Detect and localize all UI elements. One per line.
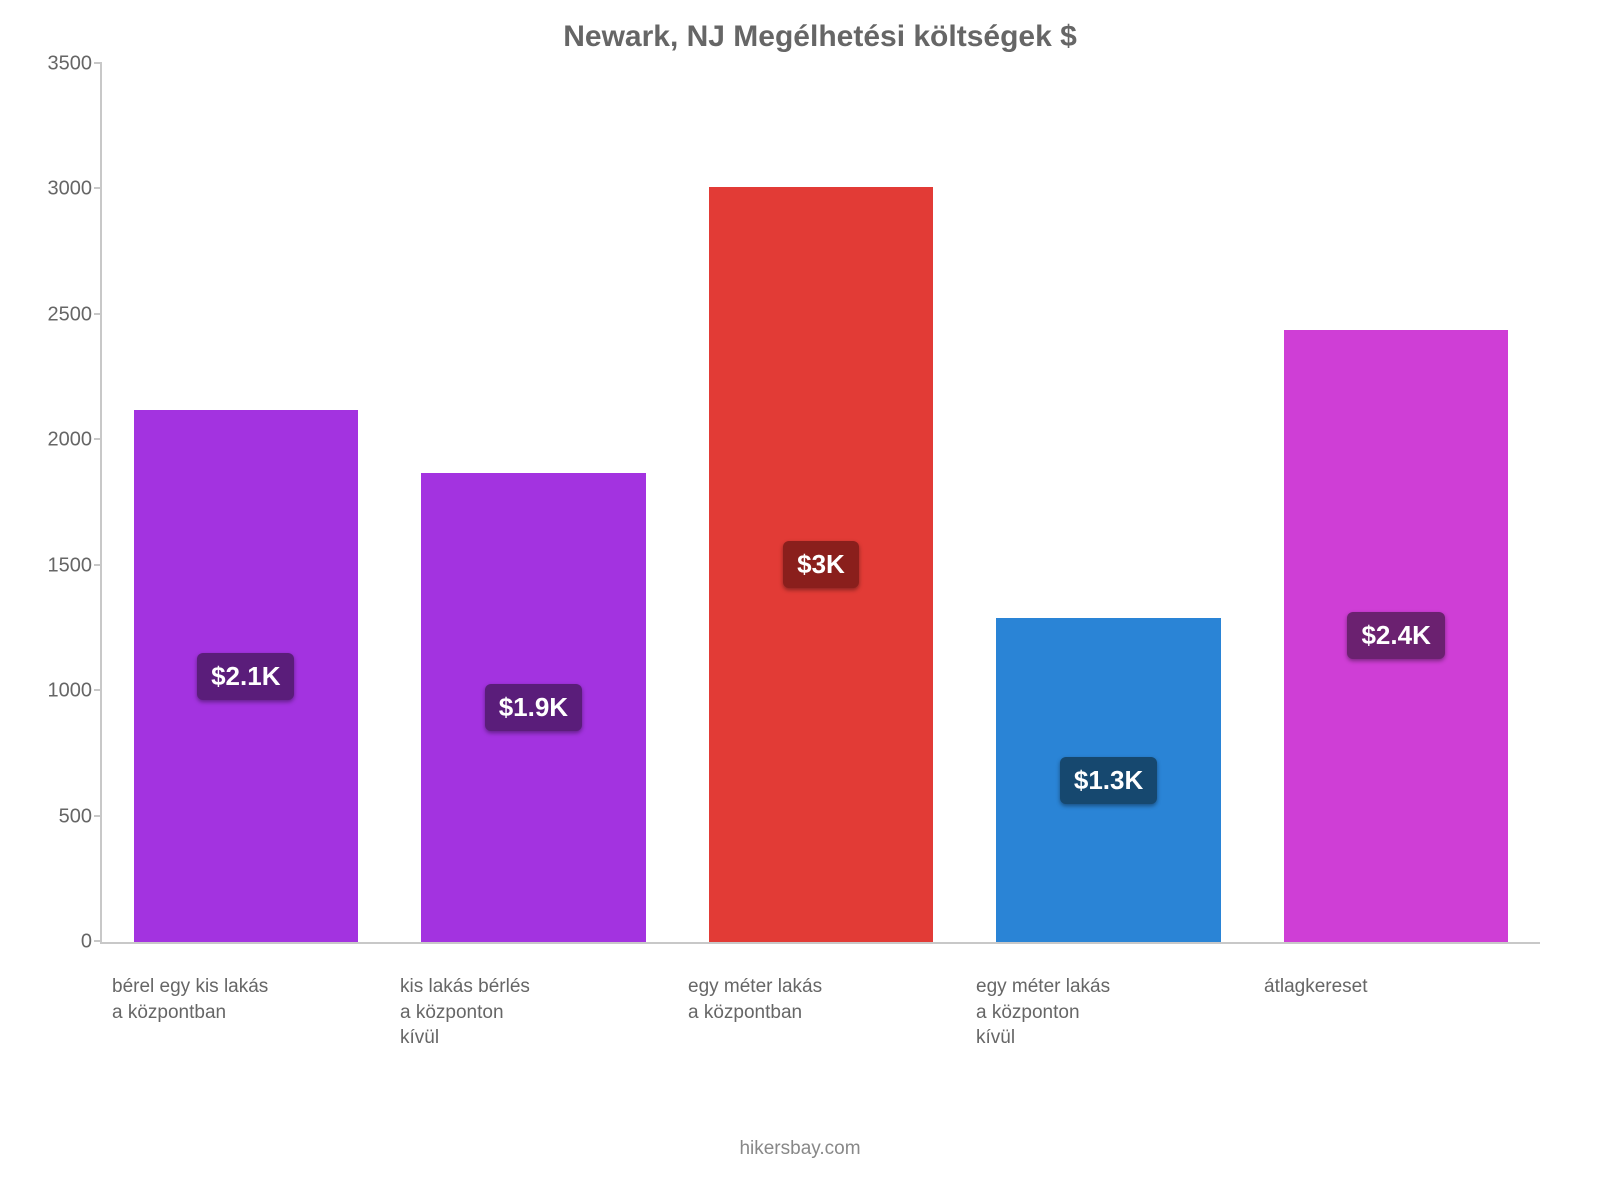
- y-tick-label: 2500: [42, 303, 92, 326]
- cost-of-living-chart: Newark, NJ Megélhetési költségek $ $2.1K…: [0, 0, 1600, 1200]
- x-axis-labels: bérel egy kis lakás a központbankis laká…: [100, 974, 1540, 1051]
- bar: $2.4K: [1284, 330, 1508, 942]
- bar-value-badge: $1.9K: [485, 684, 582, 731]
- y-tick-mark: [94, 62, 102, 64]
- x-axis-label: egy méter lakás a központban: [676, 974, 964, 1051]
- y-tick-mark: [94, 940, 102, 942]
- y-tick-mark: [94, 438, 102, 440]
- x-axis-label: kis lakás bérlés a központon kívül: [388, 974, 676, 1051]
- bar-slot: $3K: [677, 64, 965, 942]
- bar-slot: $2.4K: [1252, 64, 1540, 942]
- chart-title: Newark, NJ Megélhetési költségek $: [100, 20, 1540, 54]
- y-tick-label: 0: [42, 931, 92, 954]
- bar-value-badge: $3K: [783, 541, 859, 588]
- y-tick-label: 1000: [42, 680, 92, 703]
- y-tick-label: 3000: [42, 178, 92, 201]
- y-tick-label: 3500: [42, 53, 92, 76]
- y-tick-label: 500: [42, 805, 92, 828]
- bar-slot: $2.1K: [102, 64, 390, 942]
- bar-slot: $1.3K: [965, 64, 1253, 942]
- y-tick-mark: [94, 187, 102, 189]
- x-axis-label: egy méter lakás a központon kívül: [964, 974, 1252, 1051]
- bar-slot: $1.9K: [390, 64, 678, 942]
- bar-value-badge: $2.1K: [197, 653, 294, 700]
- attribution-text: hikersbay.com: [0, 1138, 1600, 1160]
- bar: $1.3K: [996, 618, 1220, 942]
- y-tick-mark: [94, 689, 102, 691]
- y-tick-mark: [94, 313, 102, 315]
- bar-value-badge: $2.4K: [1347, 612, 1444, 659]
- bar: $2.1K: [134, 410, 358, 942]
- bars-container: $2.1K $1.9K $3K $1.3K $2.4K: [102, 64, 1540, 942]
- bar: $1.9K: [421, 473, 645, 942]
- y-tick-mark: [94, 564, 102, 566]
- plot-area: $2.1K$1.9K$3K$1.3K$2.4K 0500100015002000…: [100, 64, 1540, 944]
- y-tick-label: 2000: [42, 429, 92, 452]
- bar-value-badge: $1.3K: [1060, 757, 1157, 804]
- y-tick-label: 1500: [42, 554, 92, 577]
- x-axis-label: átlagkereset: [1252, 974, 1540, 1051]
- bar: $3K: [709, 187, 933, 942]
- y-tick-mark: [94, 815, 102, 817]
- x-axis-label: bérel egy kis lakás a központban: [100, 974, 388, 1051]
